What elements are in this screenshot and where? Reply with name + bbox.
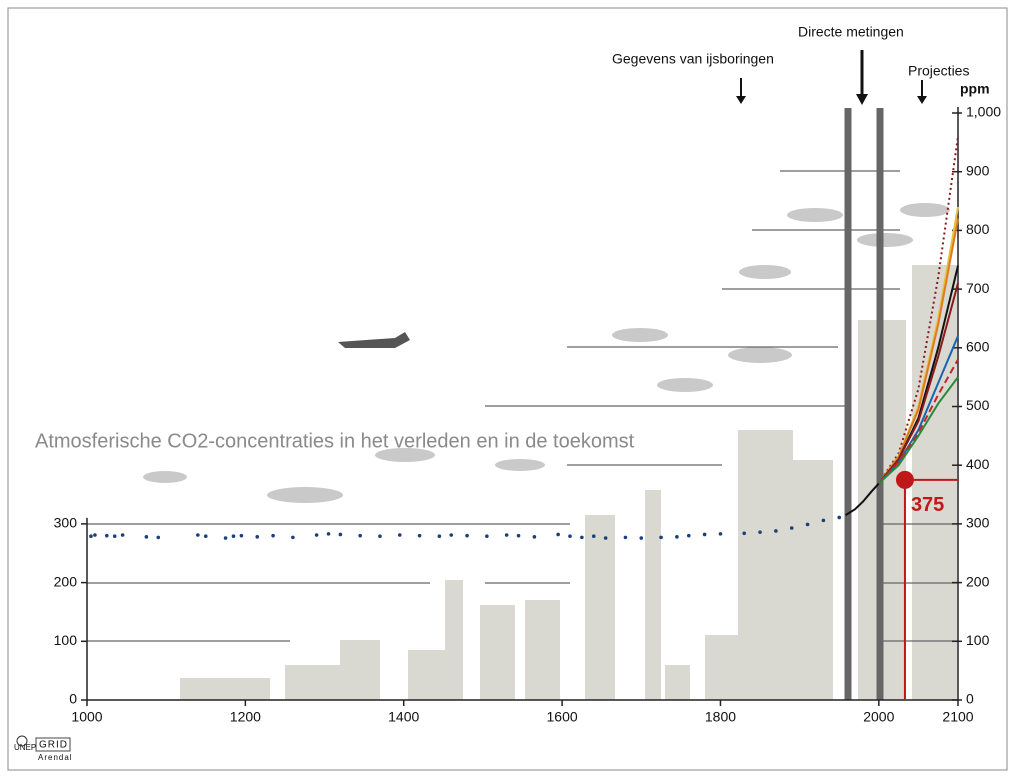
data-point — [203, 534, 208, 539]
data-point — [580, 535, 584, 540]
series-line — [845, 482, 880, 516]
data-point — [659, 535, 663, 540]
data-point — [378, 534, 382, 539]
y-tick-label: 100 — [54, 632, 78, 648]
data-point — [675, 535, 679, 539]
data-point — [397, 533, 402, 537]
data-point — [314, 533, 319, 537]
data-point — [639, 536, 644, 540]
chart-title: Atmosferische CO2-concentraties in het v… — [35, 430, 635, 452]
logo-name: GRID — [39, 740, 68, 751]
data-point — [120, 533, 125, 537]
annotation: Projecties — [908, 63, 969, 79]
marker-label: 375 — [911, 494, 944, 516]
annotation: Gegevens van ijsboringen — [612, 51, 774, 67]
data-point — [821, 518, 826, 523]
x-tick-label: 1800 — [705, 709, 736, 725]
x-tick-label: 1400 — [388, 709, 419, 725]
y-tick-label: 0 — [69, 691, 77, 707]
y2-tick-label: 600 — [966, 339, 990, 355]
data-point — [686, 533, 691, 538]
data-point — [837, 515, 842, 520]
data-point — [591, 534, 596, 539]
y-tick-label: 300 — [54, 515, 78, 531]
x-tick-label: 2100 — [942, 709, 973, 725]
data-point — [603, 536, 608, 540]
logo-box — [35, 737, 71, 752]
series-line — [878, 376, 959, 485]
series-line — [878, 282, 959, 485]
marker-dot — [895, 470, 914, 489]
logo-place: Arendal — [38, 753, 73, 762]
data-point — [231, 534, 236, 539]
y2-tick-label: 1,000 — [966, 104, 1001, 120]
data-point — [104, 533, 109, 538]
data-point — [144, 535, 149, 539]
data-point — [93, 533, 97, 537]
data-point — [568, 534, 572, 539]
x-tick-label: 1600 — [547, 709, 578, 725]
y2-tick-label: 0 — [966, 691, 974, 707]
logo-org: UNEP — [14, 743, 36, 752]
x-tick-label: 1200 — [230, 709, 261, 725]
data-point — [465, 533, 469, 538]
y2-tick-label: 900 — [966, 162, 990, 178]
background-art — [87, 50, 958, 700]
annotation: Directe metingen — [798, 24, 904, 40]
data-point — [758, 530, 762, 534]
data-point — [156, 535, 161, 540]
x-tick-label: 2000 — [863, 709, 894, 725]
data-point — [774, 529, 778, 533]
data-point — [623, 535, 628, 540]
data-point — [417, 533, 422, 538]
logo-icon — [16, 735, 28, 747]
data-point — [556, 532, 560, 537]
y2-tick-label: 700 — [966, 280, 990, 296]
data-point — [516, 533, 521, 538]
data-point — [789, 526, 794, 530]
y2-tick-label: 200 — [966, 573, 990, 589]
y2-tick-label: 100 — [966, 632, 990, 648]
data-point — [255, 535, 260, 539]
series-line — [878, 335, 959, 485]
y2-tick-label: 300 — [966, 515, 990, 531]
data-point — [532, 535, 537, 539]
data-point — [291, 535, 295, 540]
y2-tick-label: 800 — [966, 221, 990, 237]
y2-tick-label: 400 — [966, 456, 990, 472]
y2-tick-label: 500 — [966, 397, 990, 413]
data-point — [223, 536, 228, 540]
x-tick-label: 1000 — [71, 709, 102, 725]
data-point — [239, 533, 244, 538]
data-point — [112, 534, 117, 539]
frame — [7, 7, 1008, 771]
data-point — [326, 532, 331, 536]
y-axis-label: ppm — [960, 81, 990, 97]
data-point — [271, 533, 275, 538]
data-point — [449, 533, 454, 537]
data-point — [702, 532, 707, 537]
data-point — [196, 533, 200, 537]
data-point — [742, 531, 747, 536]
y-tick-label: 200 — [54, 573, 78, 589]
data-point — [718, 532, 723, 536]
data-point — [485, 534, 489, 539]
data-point — [805, 522, 810, 527]
data-point — [89, 534, 93, 539]
data-point — [504, 533, 509, 537]
data-point — [358, 533, 362, 538]
data-point — [437, 534, 442, 539]
data-point — [338, 532, 343, 537]
